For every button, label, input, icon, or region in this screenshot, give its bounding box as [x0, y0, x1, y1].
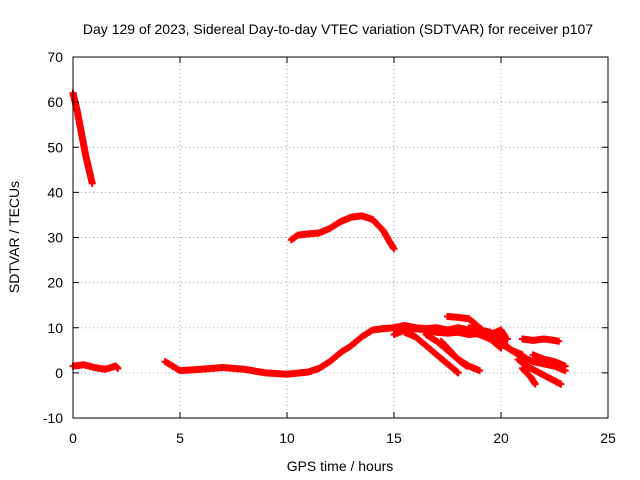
data-point — [476, 367, 484, 375]
series-track-15 — [529, 351, 569, 370]
y-tick-label: 0 — [55, 365, 63, 381]
series-track-8 — [437, 337, 471, 370]
data-layer — [69, 89, 569, 388]
grid-layer — [73, 57, 608, 418]
y-tick-label: -10 — [43, 410, 63, 426]
data-point — [503, 335, 511, 343]
y-axis-label: SDTVAR / TECUs — [6, 181, 22, 293]
y-tick-label: 30 — [47, 230, 63, 246]
series-track-14 — [514, 355, 565, 388]
data-point — [531, 380, 539, 388]
x-tick-label: 15 — [386, 430, 402, 446]
series-track-6 — [401, 328, 462, 377]
x-axis-label: GPS time / hours — [287, 458, 394, 474]
y-tick-label: 20 — [47, 275, 63, 291]
series-track-12 — [518, 335, 563, 345]
y-tick-label: 50 — [47, 139, 63, 155]
chart-title: Day 129 of 2023, Sidereal Day-to-day VTE… — [83, 21, 593, 37]
data-point — [463, 362, 471, 370]
data-point — [113, 363, 121, 371]
x-tick-label: 0 — [69, 430, 77, 446]
series-track-1 — [69, 89, 96, 187]
series-track-4 — [287, 212, 398, 253]
data-point — [453, 368, 461, 376]
data-point — [561, 362, 569, 370]
data-point — [88, 179, 96, 187]
series-track-2 — [69, 361, 122, 373]
data-point — [496, 343, 504, 351]
x-tick-label: 25 — [600, 430, 616, 446]
y-tick-label: 60 — [47, 94, 63, 110]
y-tick-label: 70 — [47, 49, 63, 65]
data-point — [114, 364, 122, 372]
series-track-16 — [518, 364, 539, 388]
data-point — [555, 337, 563, 345]
x-tick-label: 5 — [176, 430, 184, 446]
data-point — [497, 344, 505, 352]
data-point — [454, 369, 462, 377]
tick-layer: 0 5 10 15 20 25 -10 0 10 20 30 40 50 60 70 — [43, 49, 616, 446]
x-tick-label: 20 — [493, 430, 509, 446]
y-tick-label: 40 — [47, 184, 63, 200]
data-point — [557, 380, 565, 388]
data-point — [390, 245, 398, 253]
series-track-10 — [454, 324, 505, 352]
y-tick-label: 10 — [47, 320, 63, 336]
x-tick-label: 10 — [279, 430, 295, 446]
